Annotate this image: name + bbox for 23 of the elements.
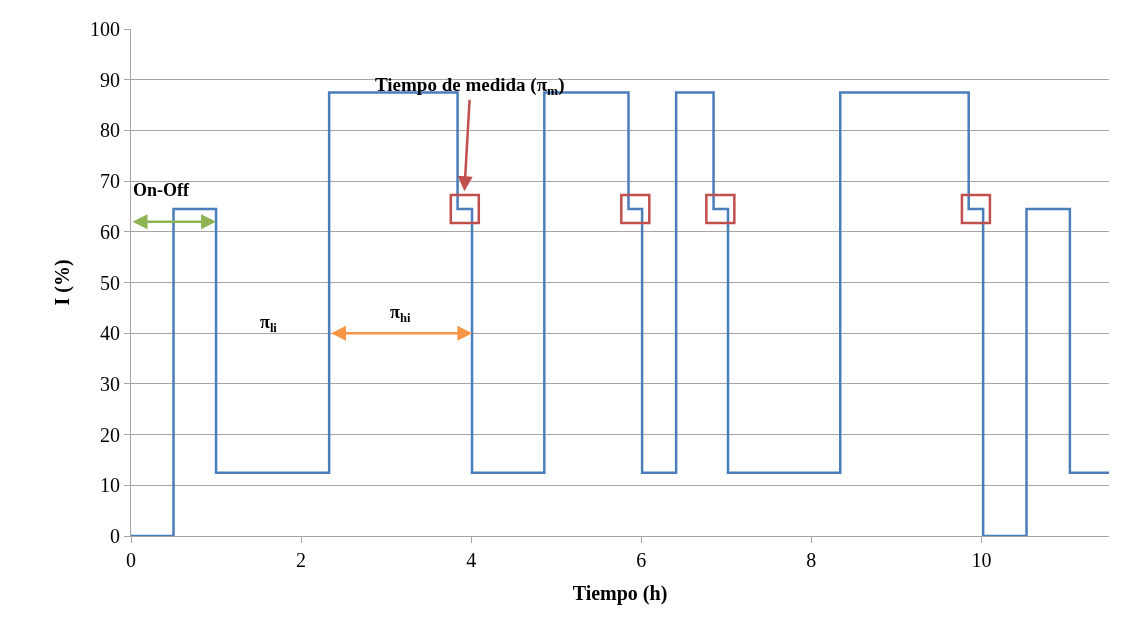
y-tick-label: 50 — [100, 271, 120, 294]
y-tick-label: 100 — [90, 18, 120, 40]
y-axis-title: I (%) — [50, 259, 74, 306]
annotation: Tiempo de medida (π$_{m}$) — [375, 74, 565, 98]
x-tick-label: 4 — [466, 549, 477, 571]
y-tick-label: 70 — [100, 170, 120, 193]
x-tick-label: 2 — [296, 549, 307, 571]
x-axis-title: Tiempo (h) — [572, 581, 668, 605]
y-tick-label: 60 — [100, 220, 120, 243]
y-tick-label: 10 — [100, 474, 120, 497]
y-tick-label: 20 — [100, 423, 120, 446]
y-tick-label: 80 — [100, 119, 120, 142]
y-tick-label: 30 — [100, 372, 120, 395]
x-tick-label: 8 — [806, 549, 817, 571]
annotation: π$_{hi}$ — [390, 302, 411, 325]
y-tick-label: 0 — [110, 525, 120, 547]
y-tick-label: 40 — [100, 322, 120, 345]
x-tick-label: 6 — [636, 549, 647, 571]
x-tick-label: 10 — [971, 549, 992, 571]
x-tick-label: 0 — [126, 549, 136, 571]
annotation: π$_{li}$ — [260, 312, 278, 335]
annotation: On-Off — [133, 180, 190, 200]
y-tick-label: 90 — [100, 68, 120, 91]
